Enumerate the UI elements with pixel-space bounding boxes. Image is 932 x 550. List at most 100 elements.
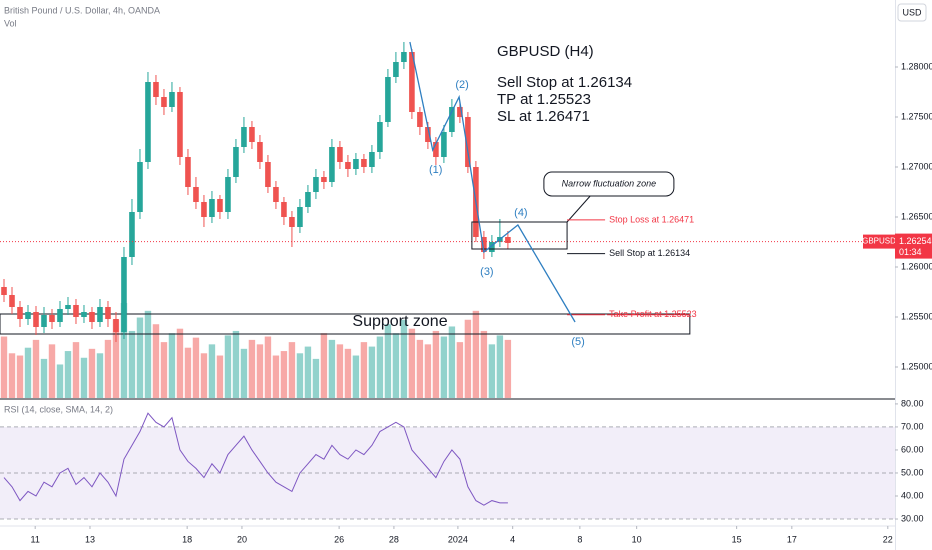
y-tick-label: 1.27500: [901, 111, 932, 121]
candle-body: [305, 192, 311, 207]
volume-bar: [400, 319, 408, 398]
volume-bar: [408, 328, 416, 398]
candle-body: [289, 217, 295, 227]
volume-bar: [288, 342, 296, 398]
volume-bar: [312, 358, 320, 398]
volume-bar: [40, 358, 48, 398]
candle-body: [201, 202, 207, 217]
volume-bar: [160, 342, 168, 398]
x-tick-label: 8: [577, 534, 582, 544]
candle-body: [489, 242, 495, 252]
x-tick-label: 22: [883, 534, 893, 544]
candle-body: [273, 187, 279, 202]
wave-label: (2): [455, 79, 468, 91]
volume-bar: [96, 353, 104, 398]
level-label: Take Profit at 1.25523: [609, 309, 697, 319]
candle-body: [209, 199, 215, 217]
volume-bar: [304, 346, 312, 398]
candle-body: [41, 315, 47, 327]
rsi-line: [3, 412, 508, 506]
volume-bar: [184, 347, 192, 398]
volume-bar: [448, 326, 456, 398]
level-label: Stop Loss at 1.26471: [609, 214, 694, 224]
candle-body: [129, 212, 135, 257]
candle-body: [385, 77, 391, 122]
candle-body: [169, 92, 175, 107]
volume-bar: [168, 333, 176, 398]
candle-body: [185, 157, 191, 187]
candle-body: [121, 257, 127, 332]
candle-body: [481, 237, 487, 252]
volume-bar: [392, 333, 400, 398]
volume-bar: [232, 330, 240, 398]
volume-bar: [128, 330, 136, 398]
x-tick-label: 11: [31, 534, 40, 544]
note-line: GBPUSD (H4): [497, 43, 594, 60]
volume-bar: [480, 330, 488, 398]
price-badge-name-text: GBPUSD: [862, 237, 896, 246]
price-badge-value: 1.26254: [899, 236, 932, 246]
candle-body: [1, 287, 7, 295]
volume-bar: [272, 355, 280, 398]
volume-bar: [104, 339, 112, 398]
x-tick-label: 10: [632, 534, 642, 544]
currency-button[interactable]: [897, 3, 927, 22]
wave-label: (5): [571, 336, 584, 348]
candle-body: [89, 312, 95, 322]
candle-body: [65, 305, 71, 309]
volume-bar: [64, 351, 72, 398]
candle-body: [441, 132, 447, 157]
volume-bar: [240, 348, 248, 398]
candle-body: [225, 177, 231, 212]
candle-body: [313, 177, 319, 192]
y-tick-label: 1.25000: [901, 361, 932, 371]
candle-body: [345, 162, 351, 169]
volume-bar: [112, 319, 120, 398]
x-tick-label: 20: [237, 534, 247, 544]
y-tick-label: 1.27000: [901, 161, 932, 171]
volume-bar: [336, 344, 344, 398]
candle-body: [249, 127, 255, 142]
volume-bar: [56, 364, 64, 398]
volume-bar: [368, 346, 376, 398]
y-tick-label: 1.26500: [901, 211, 932, 221]
volume-bar: [80, 357, 88, 398]
x-tick-label: 18: [182, 534, 192, 544]
volume-bar: [320, 333, 328, 398]
candle-body: [241, 127, 247, 147]
candle-body: [353, 159, 359, 169]
volume-bar: [88, 348, 96, 398]
volume-bar: [464, 319, 472, 398]
candle-body: [369, 152, 375, 167]
candle-body: [361, 159, 367, 167]
candle-body: [401, 52, 407, 62]
wave-label: (4): [514, 207, 527, 219]
note-line: Sell Stop at 1.26134: [497, 74, 632, 91]
candle-body: [9, 295, 15, 307]
volume-bar: [456, 342, 464, 398]
volume-bar: [376, 336, 384, 398]
candle-body: [425, 127, 431, 142]
candle-body: [81, 312, 87, 317]
candle-body: [257, 142, 263, 162]
candle-body: [417, 112, 423, 127]
candle-body: [265, 162, 271, 187]
volume-bar: [192, 337, 200, 398]
candle-body: [73, 305, 79, 317]
note-line: TP at 1.25523: [497, 91, 591, 108]
callout-box: [543, 171, 675, 197]
candle-body: [321, 177, 327, 182]
level-label: Sell Stop at 1.26134: [609, 248, 690, 258]
volume-bar: [216, 355, 224, 398]
price-badge: [895, 233, 932, 259]
candle-body: [409, 52, 415, 112]
candle-body: [25, 312, 31, 319]
candle-body: [337, 147, 343, 162]
y-tick-label: 1.25500: [901, 311, 932, 321]
volume-bar: [360, 342, 368, 398]
y-tick-label: 60.00: [901, 444, 924, 454]
volume-bar: [488, 344, 496, 398]
y-tick-label: 80.00: [901, 398, 924, 408]
candle-body: [97, 307, 103, 322]
